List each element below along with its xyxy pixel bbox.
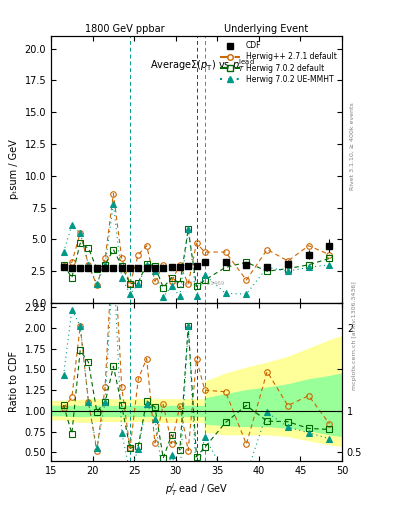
Text: Average$\Sigma(p_\mathrm{T})$ vs $p_T^\mathrm{lead}$: Average$\Sigma(p_\mathrm{T})$ vs $p_T^\m… xyxy=(150,57,255,74)
Text: Rivet 3.1.10, ≥ 400k events: Rivet 3.1.10, ≥ 400k events xyxy=(350,102,355,190)
Title: 1800 GeV ppbar                   Underlying Event: 1800 GeV ppbar Underlying Event xyxy=(85,24,308,34)
Y-axis label: Ratio to CDF: Ratio to CDF xyxy=(9,351,19,413)
Text: CDF_2001r-5451469: CDF_2001r-5451469 xyxy=(168,280,225,286)
Legend: CDF, Herwig++ 2.7.1 default, Herwig 7.0.2 default, Herwig 7.0.2 UE-MMHT: CDF, Herwig++ 2.7.1 default, Herwig 7.0.… xyxy=(219,39,338,86)
X-axis label: $p_T^l$ ead / GeV: $p_T^l$ ead / GeV xyxy=(165,481,228,498)
Y-axis label: pₜsum / GeV: pₜsum / GeV xyxy=(9,140,19,199)
Text: mcplots.cern.ch [arXiv:1306.3436]: mcplots.cern.ch [arXiv:1306.3436] xyxy=(352,282,357,390)
